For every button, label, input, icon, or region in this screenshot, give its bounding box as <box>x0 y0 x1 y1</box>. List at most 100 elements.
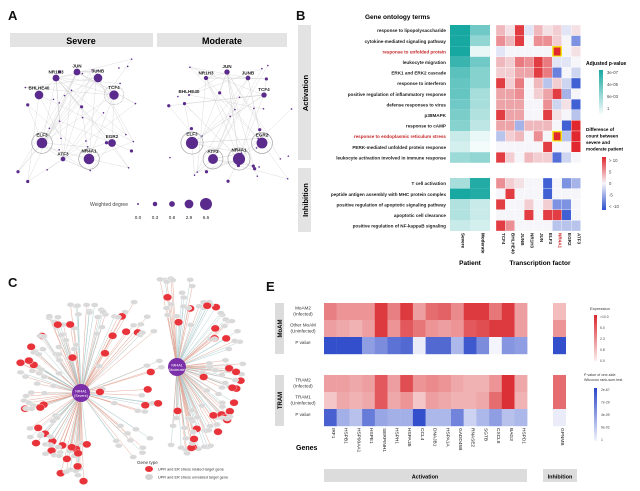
expression-cell <box>336 392 350 410</box>
pvalue-cell <box>400 409 414 427</box>
go-term-label: peptide antigen assembly with MHC protei… <box>331 192 447 197</box>
group-label-activation: Activation <box>301 74 310 111</box>
tf-node-jun <box>224 69 230 75</box>
highlight-box <box>552 130 562 142</box>
unrelated-target-gene <box>129 454 138 460</box>
tf-difference-cell <box>542 77 553 89</box>
legend-degree-circle <box>184 199 194 209</box>
tf-difference-cell <box>524 88 534 100</box>
block-label: TRAM <box>278 392 284 409</box>
unrelated-target-gene <box>72 342 81 348</box>
network-edge <box>62 59 132 160</box>
activation-group-bar <box>324 469 527 482</box>
unrelated-target-gene <box>39 334 48 340</box>
pvalue-legend-title: P value of one-side <box>584 373 616 377</box>
row-label: (Infected) <box>293 312 313 317</box>
tf-difference-cell <box>561 77 572 89</box>
adjusted-p-legend-title: Adjusted p-value <box>586 61 627 67</box>
unrelated-target-gene <box>116 423 125 429</box>
tf-difference-cell <box>561 141 572 153</box>
tf-node-bhlhe40 <box>188 94 190 96</box>
difference-tick: 5 <box>609 170 612 175</box>
network-edge <box>88 141 134 160</box>
unrelated-target-gene <box>206 423 214 429</box>
hub-label: (Moderate) <box>168 368 186 372</box>
expression-cell <box>489 392 502 410</box>
tf-difference-cell <box>524 130 534 142</box>
network-edge <box>111 142 129 168</box>
network-node <box>58 120 61 122</box>
tf-difference-cell <box>542 99 553 110</box>
expression-cell <box>476 392 490 410</box>
tf-difference-cell <box>524 120 534 132</box>
tf-column-label: NR4A1 <box>558 233 563 249</box>
network-edge <box>176 366 219 432</box>
network-edge <box>23 392 82 401</box>
expression-cell <box>400 303 414 321</box>
network-edge <box>176 325 225 368</box>
network-edge <box>170 278 178 368</box>
go-term-label: response to endoplasmic reticulum stress <box>354 134 447 139</box>
network-node <box>57 70 62 74</box>
network-edge <box>176 348 229 368</box>
tf-difference-cell <box>524 220 534 232</box>
patient-axis-label: Patient <box>459 260 482 267</box>
legend-degree-circle <box>152 201 158 207</box>
expression-cell <box>349 375 363 393</box>
pvalue-cell <box>387 409 401 427</box>
tf-difference-cell <box>514 120 525 132</box>
unrelated-target-gene <box>193 414 202 420</box>
network-node <box>89 169 91 172</box>
network-edge <box>41 71 78 144</box>
tf-node-junb <box>245 75 251 81</box>
tf-difference-cell <box>542 152 553 163</box>
unrelated-target-gene <box>188 283 196 289</box>
tf-difference-cell <box>524 199 534 210</box>
related-target-gene <box>173 407 183 415</box>
unrelated-target-gene <box>156 276 164 282</box>
network-edge <box>59 120 113 144</box>
difference-legend-title: count between <box>586 134 618 139</box>
pvalue-cell <box>374 337 388 355</box>
unrelated-target-gene <box>46 442 55 448</box>
hub-label: NR4A1 <box>171 364 183 368</box>
unrelated-target-gene <box>123 430 132 436</box>
network-edge <box>62 69 93 160</box>
legend-unrelated-swatch <box>145 474 153 480</box>
network-node <box>258 128 262 132</box>
network-node <box>256 175 259 177</box>
tf-difference-cell <box>524 99 534 110</box>
tf-difference-cell <box>533 99 544 110</box>
pvalue-cell <box>336 409 350 427</box>
network-edge <box>238 94 265 160</box>
gene-label: HSPA1B <box>406 428 412 447</box>
gene-label: HSPH1 <box>393 428 399 444</box>
expression-cell <box>324 375 337 393</box>
genes-label: Genes <box>296 445 318 452</box>
related-target-gene <box>153 399 163 408</box>
row-label: (Uninfected) <box>290 401 315 406</box>
tf-difference-cell <box>561 24 572 36</box>
network-edge <box>20 372 82 394</box>
related-target-gene <box>35 403 45 412</box>
row-label: (Infected) <box>293 384 313 389</box>
unrelated-target-gene <box>132 426 140 432</box>
network-edge <box>176 366 235 403</box>
network-edge <box>226 71 269 135</box>
unrelated-target-gene <box>177 445 185 451</box>
tf-difference-cell <box>571 199 581 210</box>
network-edge <box>80 304 87 394</box>
unrelated-target-gene <box>74 311 83 317</box>
network-edge <box>88 158 129 168</box>
expression-cell <box>425 320 439 338</box>
panel-label-a: A <box>8 8 18 23</box>
tf-node-label: TCF4 <box>258 87 270 92</box>
go-term-label: response to cAMP <box>406 124 446 129</box>
tf-difference-cell <box>533 35 544 47</box>
expression-cell <box>451 320 464 338</box>
network-node <box>81 72 84 75</box>
tf-difference-cell <box>571 152 581 163</box>
unrelated-target-gene <box>198 403 206 409</box>
related-target-gene <box>62 455 72 463</box>
tf-difference-cell <box>571 56 581 68</box>
